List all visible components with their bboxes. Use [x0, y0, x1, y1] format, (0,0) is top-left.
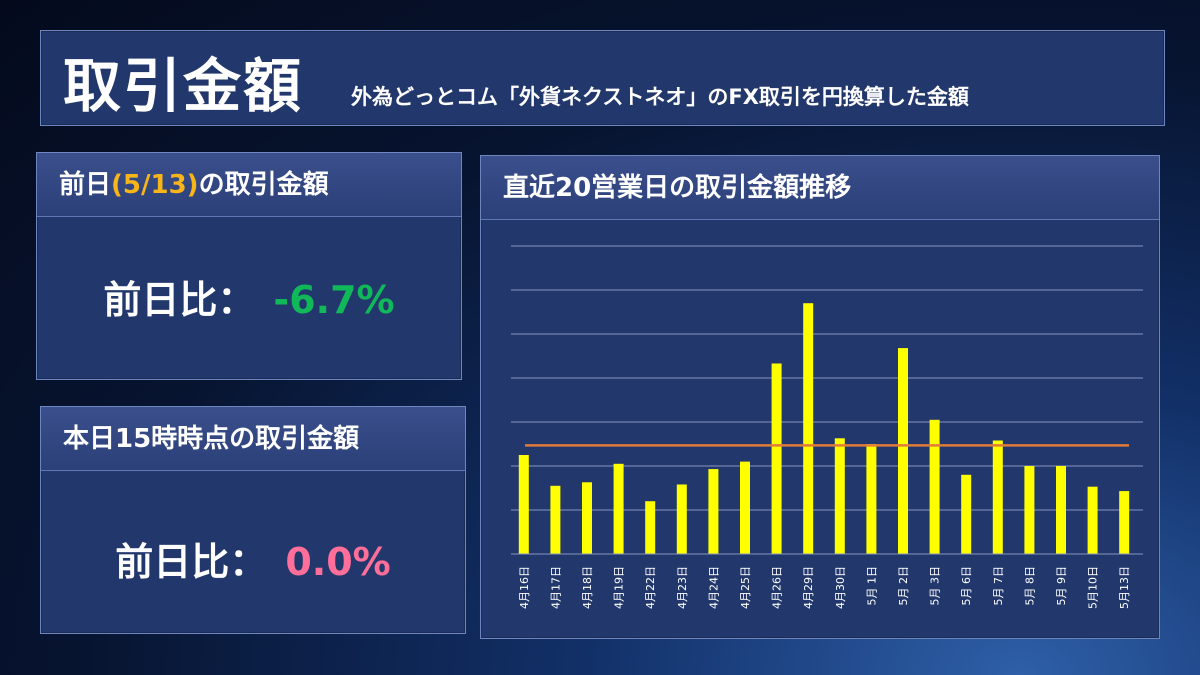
- bar: [992, 440, 1003, 554]
- bar: [518, 455, 529, 554]
- bar: [866, 444, 877, 554]
- x-tick-label: 4月17日: [549, 566, 562, 609]
- x-tick-label: 5月13日: [1118, 566, 1131, 609]
- today-card-header: 本日15時時点の取引金額: [41, 407, 465, 471]
- bar: [898, 348, 908, 554]
- bar: [961, 474, 972, 554]
- bar: [771, 363, 782, 554]
- today-ratio-value: 0.0%: [285, 540, 391, 584]
- x-tick-label: 4月22日: [644, 566, 657, 609]
- chart-title: 直近20営業日の取引金額推移: [503, 173, 852, 203]
- x-tick-label: 4月25日: [739, 566, 752, 609]
- bar: [1056, 466, 1066, 554]
- previous-day-ratio-value: -6.7%: [273, 278, 395, 322]
- page-subtitle: 外為どっとコム「外貨ネクストネオ」のFX取引を円換算した金額: [351, 85, 969, 109]
- bar: [676, 484, 687, 554]
- previous-day-title-prefix: 前日: [59, 170, 112, 200]
- today-card: 本日15時時点の取引金額 前日比： 0.0%: [40, 406, 466, 634]
- x-tick-label: 4月23日: [676, 566, 689, 609]
- previous-day-metric: 前日比： -6.7%: [37, 269, 461, 324]
- bar-chart: 4月16日 4月17日 4月18日 4月19日 4月22日 4月23日 4月24日 4月25日…: [511, 245, 1143, 609]
- bar: [708, 469, 719, 554]
- x-tick-label: 4月16日: [518, 566, 531, 609]
- x-tick-label: 5月 9日: [1055, 566, 1068, 606]
- x-tick-label: 5月 7日: [992, 566, 1005, 606]
- previous-day-ratio-label: 前日比：: [103, 278, 256, 322]
- chart-card: 直近20営業日の取引金額推移 4月16日 4月17日 4月18日 4月19日 4月22日…: [480, 155, 1160, 639]
- bar: [613, 463, 624, 554]
- bar: [550, 485, 561, 554]
- bar: [1119, 491, 1130, 554]
- previous-day-card-header: 前日(5/13)の取引金額: [37, 153, 461, 217]
- today-metric: 前日比： 0.0%: [41, 531, 465, 586]
- x-tick-label: 4月24日: [707, 566, 720, 609]
- bar: [929, 419, 940, 554]
- bar: [582, 482, 592, 554]
- x-tick-label: 4月30日: [834, 566, 847, 609]
- bar: [1087, 486, 1098, 554]
- previous-day-date: (5/13): [111, 170, 199, 200]
- x-tick-label: 5月10日: [1087, 566, 1100, 609]
- previous-day-title-suffix: の取引金額: [198, 170, 329, 200]
- x-tick-label: 5月 3日: [929, 566, 942, 606]
- previous-day-card: 前日(5/13)の取引金額 前日比： -6.7%: [36, 152, 462, 380]
- bar: [834, 438, 845, 554]
- today-card-title: 本日15時時点の取引金額: [63, 424, 360, 454]
- x-tick-label: 4月26日: [771, 566, 784, 609]
- page-title: 取引金額: [63, 52, 304, 120]
- x-tick-label: 4月19日: [613, 566, 626, 609]
- bar: [1024, 466, 1035, 554]
- header-panel: 取引金額 外為どっとコム「外貨ネクストネオ」のFX取引を円換算した金額: [40, 30, 1165, 126]
- bar: [740, 461, 750, 554]
- x-tick-label: 5月 2日: [897, 566, 910, 606]
- x-tick-label: 5月 1日: [865, 566, 878, 606]
- today-ratio-label: 前日比：: [115, 540, 268, 584]
- x-tick-label: 4月29日: [802, 566, 815, 609]
- x-tick-label: 5月 8日: [1023, 566, 1036, 606]
- x-tick-label: 5月 6日: [960, 566, 973, 606]
- x-tick-label: 4月18日: [581, 566, 594, 609]
- bar: [645, 501, 656, 554]
- bar: [803, 303, 814, 554]
- chart-card-header: 直近20営業日の取引金額推移: [481, 156, 1159, 220]
